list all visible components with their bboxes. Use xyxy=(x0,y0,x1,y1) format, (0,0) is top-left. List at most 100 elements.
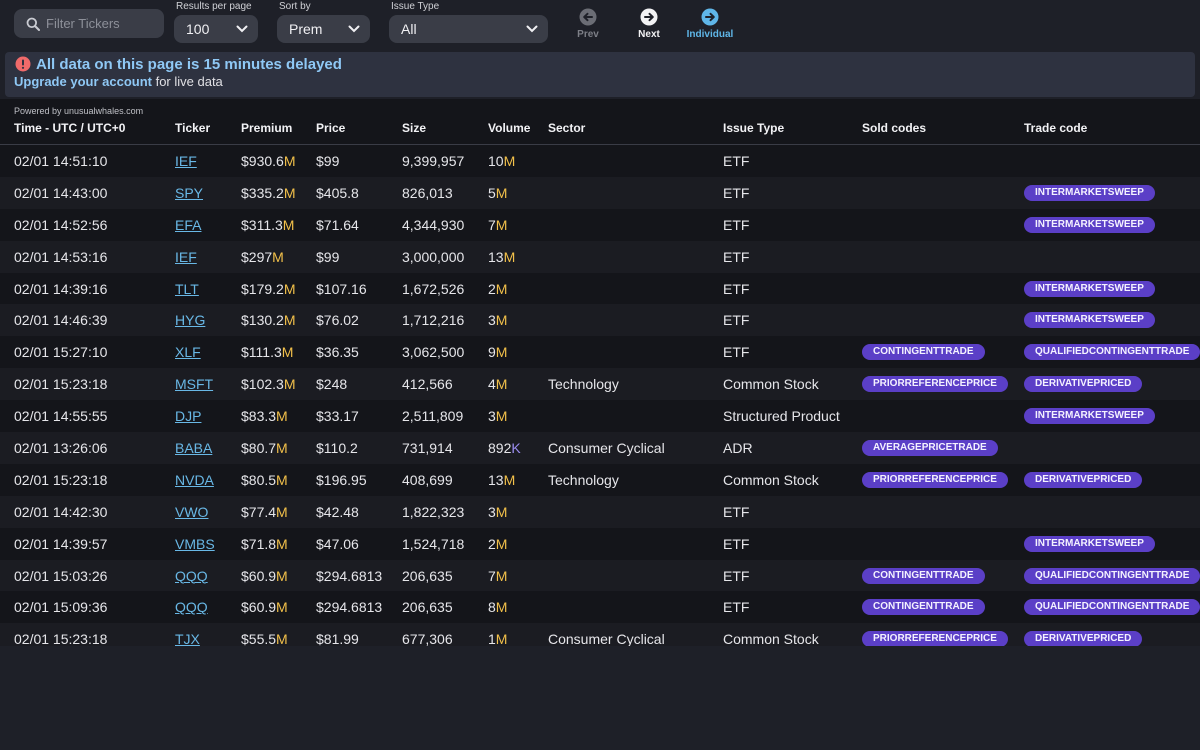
cell-issue-type: ETF xyxy=(723,280,750,297)
table-row[interactable]: 02/01 15:27:10 XLF $111.3M $36.35 3,062,500 9… xyxy=(0,336,1200,368)
ticker-search[interactable] xyxy=(14,9,164,38)
next-button[interactable]: Next xyxy=(624,8,674,40)
cell-ticker: IEF xyxy=(175,153,197,169)
volume-unit: M xyxy=(495,280,508,297)
volume-unit: M xyxy=(503,471,516,488)
ticker-link[interactable]: TLT xyxy=(175,280,199,297)
cell-ticker: VMBS xyxy=(175,536,215,552)
table-row[interactable]: 02/01 14:55:55 DJP $83.3M $33.17 2,511,809 3M… xyxy=(0,400,1200,432)
table-row[interactable]: 02/01 15:23:18 NVDA $80.5M $196.95 408,699 13… xyxy=(0,464,1200,496)
search-input[interactable] xyxy=(46,9,158,38)
ticker-link[interactable]: IEF xyxy=(175,153,197,169)
premium-value: $71.8 xyxy=(241,535,277,552)
volume-unit: M xyxy=(495,503,508,520)
cell-issue-type: ETF xyxy=(723,599,750,616)
upgrade-account-link[interactable]: Upgrade your account xyxy=(14,74,152,89)
premium-unit: M xyxy=(276,408,288,425)
ticker-link[interactable]: NVDA xyxy=(175,471,214,488)
header-issue-type[interactable]: Issue Type xyxy=(723,121,785,135)
table-row[interactable]: 02/01 13:26:06 BABA $80.7M $110.2 731,914 892… xyxy=(0,432,1200,464)
toolbar: Results per page 100 Sort by Prem Issue … xyxy=(0,0,1200,50)
cell-issue-type: ETF xyxy=(723,535,750,552)
cell-ticker: DJP xyxy=(175,408,201,424)
cell-premium: $930.6M xyxy=(241,153,296,169)
header-ticker[interactable]: Ticker xyxy=(175,121,211,135)
header-volume[interactable]: Volume xyxy=(488,121,531,135)
header-sold-codes[interactable]: Sold codes xyxy=(862,121,927,135)
cell-time: 02/01 15:23:18 xyxy=(14,376,108,393)
prev-button[interactable]: Prev xyxy=(563,8,613,40)
table-header: Time - UTC / UTC+0 Ticker Premium Price … xyxy=(0,121,1200,143)
ticker-link[interactable]: XLF xyxy=(175,344,201,361)
header-time[interactable]: Time - UTC / UTC+0 xyxy=(14,121,126,135)
table-row[interactable]: 02/01 14:51:10 IEF $930.6M $99 9,399,957 10M E… xyxy=(0,145,1200,177)
table-row[interactable]: 02/01 15:23:18 MSFT $102.3M $248 412,566 4M Te… xyxy=(0,368,1200,401)
header-premium[interactable]: Premium xyxy=(241,121,293,135)
trade-code-badge: INTERMARKETSWEEP xyxy=(1024,535,1155,552)
cell-time: 02/01 14:46:39 xyxy=(14,312,108,329)
ticker-link[interactable]: HYG xyxy=(175,312,206,329)
ticker-link[interactable]: IEF xyxy=(175,248,197,265)
ticker-link[interactable]: SPY xyxy=(175,184,204,201)
ticker-link[interactable]: DJP xyxy=(175,408,202,425)
cell-issue-type: ETF xyxy=(723,248,750,265)
individual-button[interactable]: Individual xyxy=(680,8,740,40)
ticker-link[interactable]: EFA xyxy=(175,216,202,233)
ticker-link[interactable]: QQQ xyxy=(175,599,208,616)
header-size[interactable]: Size xyxy=(402,121,427,135)
ticker-link[interactable]: QQQ xyxy=(175,567,208,584)
banner-message: All data on this page is 15 minutes dela… xyxy=(36,56,342,73)
table-row[interactable]: 02/01 14:39:16 TLT $179.2M $107.16 1,672,526… xyxy=(0,273,1200,305)
cell-issue-type: ETF xyxy=(723,184,750,201)
table-row[interactable]: 02/01 14:53:16 IEF $297M $99 3,000,000 13M ETF xyxy=(0,240,1200,273)
chevron-down-icon xyxy=(348,25,360,33)
trade-code-badge: DERIVATIVEPRICED xyxy=(1024,471,1143,488)
header-sector[interactable]: Sector xyxy=(548,121,586,135)
cell-volume: 7M xyxy=(488,568,507,584)
trade-code-badge: DERIVATIVEPRICED xyxy=(1024,376,1143,393)
table-row[interactable]: 02/01 14:43:00 SPY $335.2M $405.8 826,013 5M E… xyxy=(0,176,1200,209)
ticker-link[interactable]: VWO xyxy=(175,503,209,520)
table-row[interactable]: 02/01 15:09:36 QQQ $60.9M $294.6813 206,635 8… xyxy=(0,591,1200,623)
cell-price: $47.06 xyxy=(316,535,359,552)
cell-issue-type: ETF xyxy=(723,216,750,233)
volume-unit: M xyxy=(495,631,508,646)
table-row[interactable]: 02/01 14:52:56 EFA $311.3M $71.64 4,344,930 7… xyxy=(0,209,1200,241)
volume-value: 10 xyxy=(488,153,504,169)
premium-unit: M xyxy=(276,599,288,616)
volume-value: 9 xyxy=(488,344,496,361)
volume-value: 892 xyxy=(488,440,512,457)
cell-size: 1,822,323 xyxy=(402,503,465,520)
cell-premium: $111.3M xyxy=(241,344,293,360)
table-row[interactable]: 02/01 14:39:57 VMBS $71.8M $47.06 1,524,718 2… xyxy=(0,528,1200,560)
sort-by-select[interactable]: Prem xyxy=(277,15,370,43)
cell-ticker: SPY xyxy=(175,185,203,201)
premium-value: $60.9 xyxy=(241,599,277,616)
cell-time: 02/01 14:55:55 xyxy=(14,408,108,425)
table-row[interactable]: 02/01 15:03:26 QQQ $60.9M $294.6813 206,635 7… xyxy=(0,559,1200,592)
volume-value: 3 xyxy=(488,503,496,520)
ticker-link[interactable]: MSFT xyxy=(175,376,214,393)
premium-value: $335.2 xyxy=(241,184,284,201)
header-price[interactable]: Price xyxy=(316,121,346,135)
cell-premium: $60.9M xyxy=(241,599,288,615)
cell-ticker: VWO xyxy=(175,504,208,520)
issue-type-select[interactable]: All xyxy=(389,15,548,43)
cell-volume: 4M xyxy=(488,376,507,392)
ticker-link[interactable]: VMBS xyxy=(175,535,215,552)
premium-value: $60.9 xyxy=(241,567,277,584)
table-row[interactable]: 02/01 14:46:39 HYG $130.2M $76.02 1,712,216 3… xyxy=(0,304,1200,337)
cell-issue-type: Common Stock xyxy=(723,631,819,646)
trades-table: Powered by unusualwhales.com Time - UTC … xyxy=(0,99,1200,646)
sold-code-badge: AVERAGEPRICETRADE xyxy=(862,440,998,457)
table-row[interactable]: 02/01 14:42:30 VWO $77.4M $42.48 1,822,323 3M… xyxy=(0,495,1200,528)
exclamation-circle-icon xyxy=(15,56,31,72)
ticker-link[interactable]: BABA xyxy=(175,440,213,457)
volume-value: 1 xyxy=(488,631,496,646)
cell-issue-type: Common Stock xyxy=(723,471,819,488)
header-trade-code[interactable]: Trade code xyxy=(1024,121,1088,135)
cell-issue-type: ETF xyxy=(723,567,750,584)
results-per-page-select[interactable]: 100 xyxy=(174,15,258,43)
ticker-link[interactable]: TJX xyxy=(175,631,200,646)
table-row[interactable]: 02/01 15:23:18 TJX $55.5M $81.99 677,306 1M Co… xyxy=(0,623,1200,646)
